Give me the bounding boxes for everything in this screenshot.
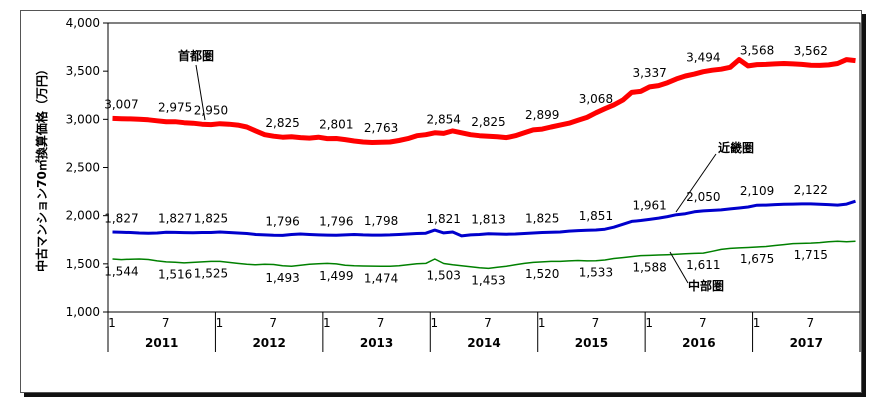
x-month-tick-label: 7 — [592, 316, 600, 330]
data-label: 1,813 — [471, 213, 505, 227]
data-label: 3,337 — [632, 66, 666, 80]
y-tick-label: 1,500 — [66, 257, 100, 271]
data-label: 1,821 — [427, 212, 461, 226]
data-label: 1,715 — [794, 248, 828, 262]
data-label: 1,516 — [158, 267, 192, 281]
x-year-label: 2011 — [145, 336, 178, 350]
data-label: 2,899 — [525, 108, 559, 122]
series-line-中部圏 — [112, 240, 856, 270]
x-year-label: 2017 — [790, 336, 823, 350]
x-year-label: 2014 — [467, 336, 500, 350]
series-line-近畿圏 — [112, 199, 856, 238]
data-label: 1,544 — [104, 265, 138, 279]
y-tick-label: 2,500 — [66, 161, 100, 175]
leader-line — [669, 251, 689, 284]
y-tick-label: 3,000 — [66, 112, 100, 126]
y-axis-title: 中古マンション70㎡換算価格（万円） — [34, 63, 49, 272]
data-label: 1,798 — [364, 214, 398, 228]
x-year-label: 2012 — [252, 336, 285, 350]
data-label: 1,796 — [319, 214, 353, 228]
data-label: 1,825 — [194, 212, 228, 226]
x-month-tick-label: 1 — [108, 316, 116, 330]
series-name-label: 首都圏 — [178, 48, 214, 63]
data-label: 2,801 — [319, 118, 353, 132]
x-month-tick-label: 7 — [377, 316, 385, 330]
data-label: 1,503 — [427, 269, 461, 283]
data-label: 2,975 — [158, 101, 192, 115]
data-label: 2,763 — [364, 121, 398, 135]
data-label: 1,493 — [265, 271, 299, 285]
data-label: 3,568 — [740, 44, 774, 58]
data-label: 2,854 — [427, 112, 461, 126]
data-label: 1,611 — [686, 258, 720, 272]
series-name-label: 近畿圏 — [718, 140, 754, 155]
data-label: 1,533 — [579, 266, 613, 280]
series-name-label: 中部圏 — [688, 278, 724, 293]
data-label: 3,007 — [104, 98, 138, 112]
x-month-tick-label: 1 — [538, 316, 546, 330]
y-tick-label: 1,000 — [66, 305, 100, 319]
leader-line — [675, 153, 717, 213]
data-label: 1,474 — [364, 271, 398, 285]
data-label: 1,525 — [194, 266, 228, 280]
data-label: 2,825 — [471, 115, 505, 129]
x-month-tick-label: 1 — [430, 316, 438, 330]
x-month-tick-label: 1 — [216, 316, 224, 330]
x-year-label: 2013 — [360, 336, 393, 350]
x-year-label: 2015 — [575, 336, 608, 350]
x-month-tick-label: 7 — [269, 316, 277, 330]
x-month-tick-label: 7 — [699, 316, 707, 330]
y-tick-label: 2,000 — [66, 209, 100, 223]
data-label: 2,122 — [794, 183, 828, 197]
data-label: 2,109 — [740, 184, 774, 198]
x-month-tick-label: 7 — [162, 316, 170, 330]
series-line-首都圏 — [112, 57, 856, 145]
data-label: 1,588 — [632, 260, 666, 274]
data-label: 2,050 — [686, 190, 720, 204]
x-month-tick-label: 1 — [753, 316, 761, 330]
x-month-tick-label: 7 — [806, 316, 814, 330]
data-label: 1,520 — [525, 267, 559, 281]
data-label: 2,950 — [194, 104, 228, 118]
leader-line — [195, 64, 206, 121]
data-label: 1,825 — [525, 212, 559, 226]
data-label: 1,961 — [632, 198, 666, 212]
data-label: 3,562 — [794, 44, 828, 58]
data-label: 1,453 — [471, 273, 505, 287]
data-label: 1,827 — [104, 211, 138, 225]
data-label: 1,827 — [158, 211, 192, 225]
data-label: 3,494 — [686, 51, 720, 65]
x-year-label: 2016 — [682, 336, 715, 350]
x-month-tick-label: 7 — [484, 316, 492, 330]
x-month-tick-label: 1 — [323, 316, 331, 330]
y-tick-label: 3,500 — [66, 64, 100, 78]
x-month-tick-label: 1 — [645, 316, 653, 330]
y-tick-label: 4,000 — [66, 16, 100, 30]
data-label: 2,825 — [265, 116, 299, 130]
data-label: 1,675 — [740, 252, 774, 266]
chart-frame — [20, 10, 862, 393]
data-label: 1,796 — [265, 214, 299, 228]
data-label: 1,499 — [319, 269, 353, 283]
data-label: 3,068 — [579, 92, 613, 106]
data-label: 1,851 — [579, 209, 613, 223]
